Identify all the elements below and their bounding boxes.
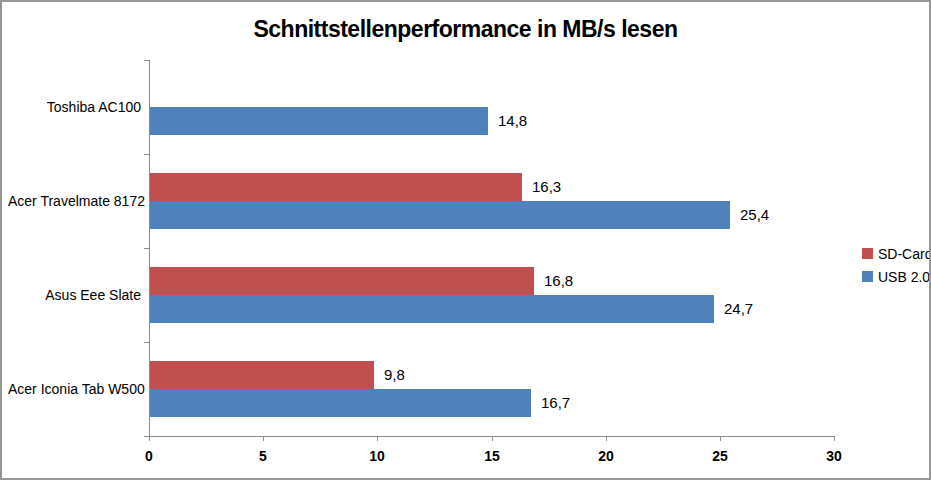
x-axis-tick-label: 20: [586, 448, 626, 464]
legend-item-usb-2-0: USB 2.0: [862, 265, 931, 288]
bar-usb-2-0-acer-travelmate-8172: [150, 201, 730, 229]
data-label-sd-card-asus-eee-slate: 16,8: [544, 267, 573, 295]
legend-label-sd-card: SD-Card: [878, 246, 931, 262]
x-axis-tick: [492, 436, 493, 441]
data-label-usb-2-0-acer-iconia-tab-w500: 16,7: [541, 389, 570, 417]
bar-sd-card-acer-travelmate-8172: [150, 173, 522, 201]
data-label-usb-2-0-acer-travelmate-8172: 25,4: [740, 201, 769, 229]
legend-swatch-sd-card: [862, 248, 873, 259]
x-axis-tick: [149, 436, 150, 441]
bar-sd-card-asus-eee-slate: [150, 267, 534, 295]
x-axis-tick-label: 30: [814, 448, 854, 464]
x-axis-tick: [606, 436, 607, 441]
chart-canvas: Schnittstellenperformance in MB/s lesen …: [0, 0, 931, 480]
data-label-usb-2-0-asus-eee-slate: 24,7: [724, 295, 753, 323]
legend-item-sd-card: SD-Card: [862, 242, 931, 265]
y-axis-tick: [144, 248, 149, 249]
x-axis-tick-label: 15: [472, 448, 512, 464]
x-axis-tick: [377, 436, 378, 441]
x-axis-tick: [263, 436, 264, 441]
x-axis-tick-label: 0: [129, 448, 169, 464]
x-axis-tick-label: 5: [243, 448, 283, 464]
x-axis-tick: [720, 436, 721, 441]
category-label-acer-travelmate-8172: Acer Travelmate 8172: [8, 192, 141, 210]
legend: SD-Card USB 2.0: [862, 242, 931, 288]
category-label-asus-eee-slate: Asus Eee Slate: [8, 286, 141, 304]
legend-swatch-usb-2-0: [862, 271, 873, 282]
plot-area: Toshiba AC100 14,8 Acer Travelmate 8172 16,…: [2, 2, 929, 478]
data-label-sd-card-acer-travelmate-8172: 16,3: [532, 173, 561, 201]
x-axis-tick-label: 10: [357, 448, 397, 464]
x-axis-tick: [834, 436, 835, 441]
y-axis-tick: [144, 342, 149, 343]
bar-usb-2-0-acer-iconia-tab-w500: [150, 389, 531, 417]
legend-label-usb-2-0: USB 2.0: [878, 269, 930, 285]
x-axis-tick-label: 25: [700, 448, 740, 464]
y-axis-tick: [144, 60, 149, 61]
y-axis-tick: [144, 154, 149, 155]
data-label-sd-card-acer-iconia-tab-w500: 9,8: [384, 361, 405, 389]
category-label-toshiba-ac100: Toshiba AC100: [8, 98, 141, 116]
bar-sd-card-acer-iconia-tab-w500: [150, 361, 374, 389]
data-label-usb-2-0-toshiba-ac100: 14,8: [498, 107, 527, 135]
bar-usb-2-0-toshiba-ac100: [150, 107, 488, 135]
category-label-acer-iconia-tab-w500: Acer Iconia Tab W500: [8, 380, 141, 398]
bar-usb-2-0-asus-eee-slate: [150, 295, 714, 323]
